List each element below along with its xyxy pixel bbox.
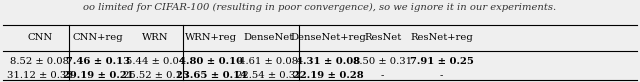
Text: 7.46 ± 0.13: 7.46 ± 0.13	[66, 57, 130, 66]
Text: 8.52 ± 0.08: 8.52 ± 0.08	[10, 57, 69, 66]
Text: 5.44 ± 0.04: 5.44 ± 0.04	[126, 57, 185, 66]
Text: 22.19 ± 0.28: 22.19 ± 0.28	[293, 71, 364, 80]
Text: ResNet+reg: ResNet+reg	[410, 33, 473, 42]
Text: -: -	[381, 71, 385, 80]
Text: WRN+reg: WRN+reg	[185, 33, 237, 42]
Text: 4.80 ± 0.10: 4.80 ± 0.10	[179, 57, 243, 66]
Text: oo limited for CIFAR-100 (resulting in poor convergence), so we ignore it in our: oo limited for CIFAR-100 (resulting in p…	[83, 2, 557, 12]
Text: 7.91 ± 0.25: 7.91 ± 0.25	[410, 57, 474, 66]
Text: 23.65 ± 0.14: 23.65 ± 0.14	[175, 71, 247, 80]
Text: DenseNet+reg: DenseNet+reg	[291, 33, 366, 42]
Text: DenseNet: DenseNet	[244, 33, 294, 42]
Text: WRN: WRN	[142, 33, 169, 42]
Text: 4.31 ± 0.08: 4.31 ± 0.08	[296, 57, 360, 66]
Text: 8.50 ± 0.31: 8.50 ± 0.31	[353, 57, 412, 66]
Text: 31.12 ± 0.35: 31.12 ± 0.35	[7, 71, 72, 80]
Text: ResNet: ResNet	[364, 33, 401, 42]
Text: 25.52 ± 0.15: 25.52 ± 0.15	[123, 71, 188, 80]
Text: -: -	[440, 71, 444, 80]
Text: CNN: CNN	[27, 33, 52, 42]
Text: 4.61 ± 0.08: 4.61 ± 0.08	[239, 57, 298, 66]
Text: 22.54 ± 0.32: 22.54 ± 0.32	[236, 71, 301, 80]
Text: CNN+reg: CNN+reg	[72, 33, 124, 42]
Text: 29.19 ± 0.21: 29.19 ± 0.21	[63, 71, 133, 80]
